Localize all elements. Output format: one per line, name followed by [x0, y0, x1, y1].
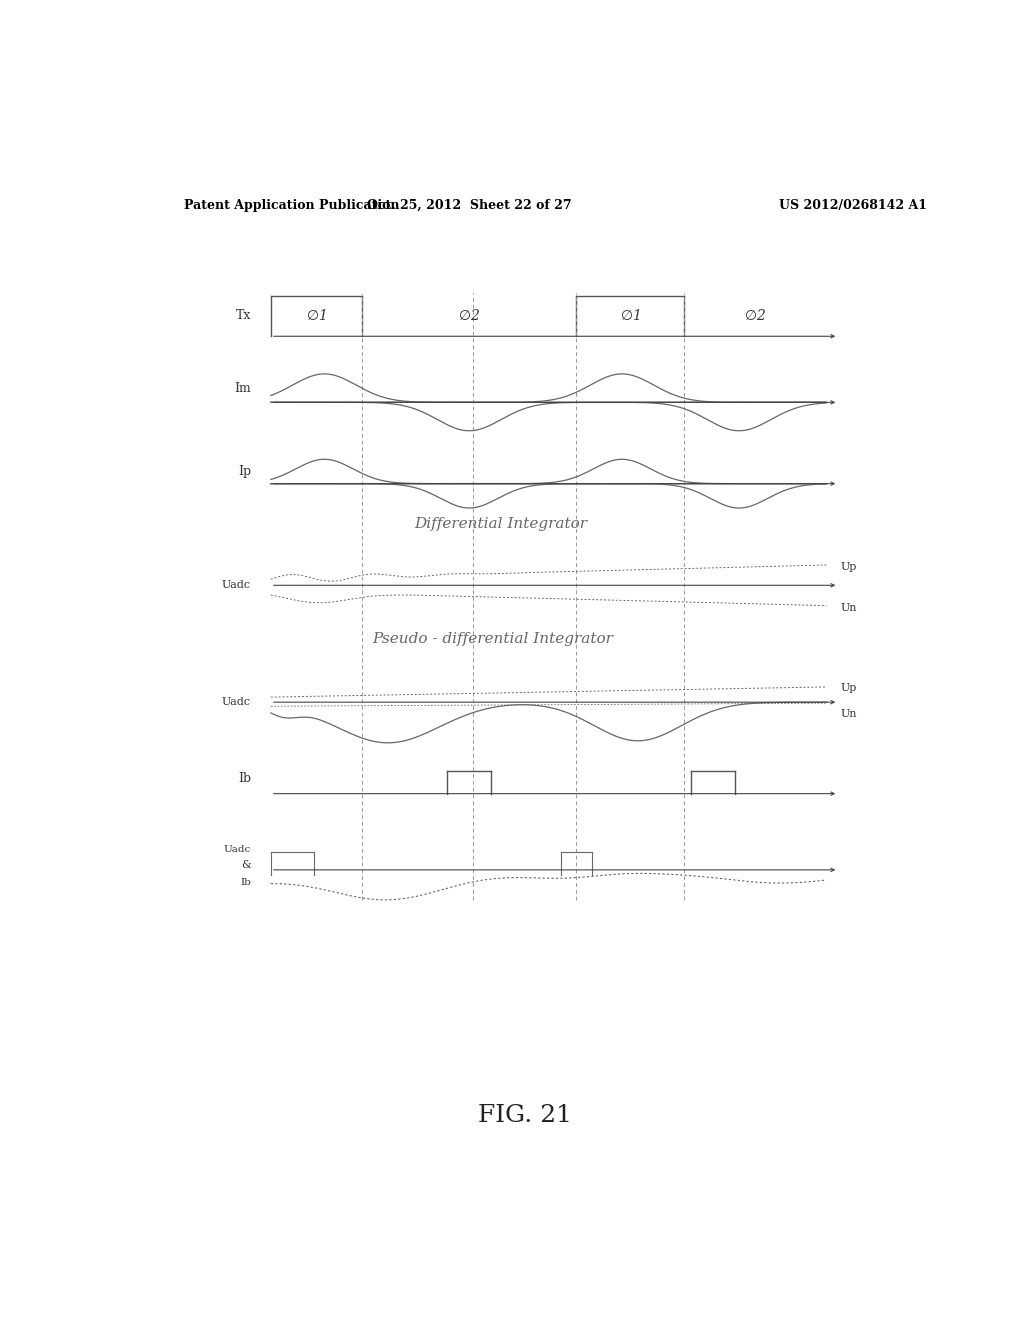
Text: US 2012/0268142 A1: US 2012/0268142 A1: [778, 199, 927, 213]
Text: $\varnothing$1: $\varnothing$1: [620, 309, 640, 323]
Text: Un: Un: [841, 709, 857, 719]
Text: Up: Up: [841, 562, 857, 572]
Text: Up: Up: [841, 682, 857, 693]
Text: Differential Integrator: Differential Integrator: [415, 517, 588, 532]
Text: Ib: Ib: [241, 878, 251, 887]
Text: Ib: Ib: [238, 772, 251, 785]
Text: &: &: [241, 859, 251, 870]
Text: Un: Un: [841, 603, 857, 612]
Text: Im: Im: [234, 381, 251, 395]
Text: Uadc: Uadc: [222, 697, 251, 708]
Text: Oct. 25, 2012  Sheet 22 of 27: Oct. 25, 2012 Sheet 22 of 27: [367, 199, 571, 213]
Text: Tx: Tx: [236, 309, 251, 322]
Text: Ip: Ip: [238, 465, 251, 478]
Text: $\varnothing$2: $\varnothing$2: [743, 309, 766, 323]
Text: $\varnothing$2: $\varnothing$2: [458, 309, 480, 323]
Text: FIG. 21: FIG. 21: [478, 1105, 571, 1127]
Text: $\varnothing$1: $\varnothing$1: [306, 309, 327, 323]
Text: Pseudo - differential Integrator: Pseudo - differential Integrator: [373, 632, 613, 645]
Text: Uadc: Uadc: [224, 845, 251, 854]
Text: Patent Application Publication: Patent Application Publication: [183, 199, 399, 213]
Text: Uadc: Uadc: [222, 581, 251, 590]
